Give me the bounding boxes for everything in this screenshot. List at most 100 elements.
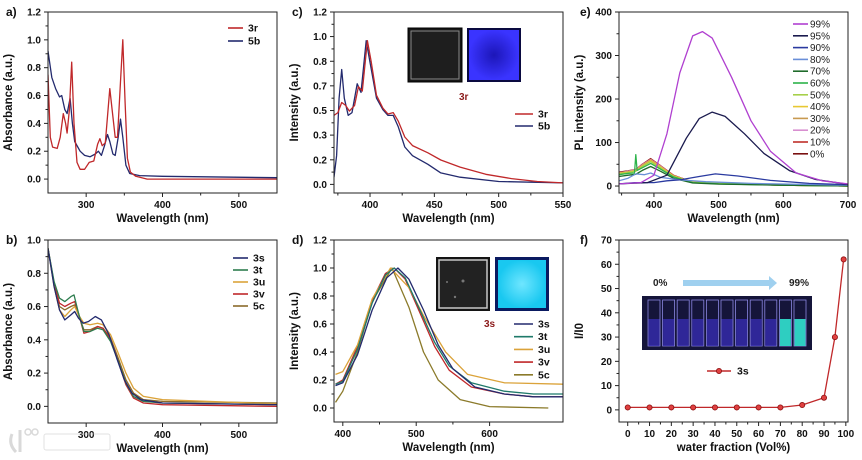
y-tick-label: 20: [601, 357, 613, 368]
x-axis-title: water fraction (Vol%): [676, 442, 791, 454]
series-line-5b: [48, 50, 277, 179]
inset-label-start: 0%: [653, 278, 668, 289]
y-tick-label: 0: [606, 182, 612, 193]
series-line-95%: [619, 111, 848, 185]
legend-item-80%: 80%: [793, 55, 830, 66]
x-tick-label: 500: [230, 430, 247, 441]
legend-item-10%: 10%: [793, 138, 830, 149]
panel-label: d): [292, 233, 303, 247]
legend-label: 20%: [810, 126, 830, 137]
panel-label: f): [580, 233, 588, 247]
series-line-3s: [48, 248, 277, 406]
panel-a: a) 300 400 500 0.0 0.2 0.4 0.6 0.8 1.0 1.2 Waveleng…: [3, 5, 278, 225]
legend-label: 0%: [810, 149, 825, 160]
legend-label: 3v: [538, 357, 550, 369]
y-tick-label: 0.5: [313, 106, 327, 117]
series-line-3u: [335, 267, 563, 385]
legend-item-50%: 50%: [793, 90, 830, 101]
panel-label: c): [292, 5, 303, 19]
y-tick-label: 0.6: [313, 320, 327, 331]
y-tick-label: 60: [601, 260, 613, 271]
axes-frame: [333, 11, 564, 194]
y-axis-title: Intensity (a.u.): [289, 292, 301, 370]
y-tick-label: 1.2: [313, 8, 327, 19]
y-tick-label: 0.4: [27, 335, 41, 346]
plot-area: [619, 30, 848, 187]
x-tick-label: 30: [688, 429, 700, 440]
legend-label: 5b: [538, 121, 550, 133]
x-tick-label: 400: [334, 429, 351, 440]
axes-frame: [618, 11, 849, 194]
y-tick-label: 0.2: [313, 155, 327, 166]
panel-e: e) 400 500 600 700 0 100 200 300 400 Wavelength (n…: [574, 5, 857, 225]
cuvette: [720, 299, 734, 347]
y-axis-title: Absorbance (a.u.): [3, 283, 15, 380]
y-tick-label: 1.0: [313, 264, 327, 275]
legend-item-3v: 3v: [233, 289, 265, 301]
legend-label: 70%: [810, 67, 830, 78]
x-tick-label: 600: [481, 429, 498, 440]
legend-label: 60%: [810, 79, 830, 90]
legend-label: 3r: [248, 23, 258, 35]
y-tick-label: 40: [601, 308, 613, 319]
x-tick-label: 10: [644, 429, 656, 440]
legend-label: 50%: [810, 90, 830, 101]
legend-item-5b: 5b: [515, 121, 550, 133]
legend-item-3r: 3r: [515, 109, 548, 121]
y-tick-label: 70: [601, 236, 613, 247]
y-tick-label: 0.8: [313, 57, 327, 68]
watermark-logo: [9, 428, 111, 454]
legend-marker: [716, 367, 723, 374]
y-tick-label: 0.0: [313, 180, 327, 191]
x-tick-label: 300: [78, 430, 95, 441]
axes-frame: [618, 239, 849, 423]
x-axis-title: Wavelength (nm): [402, 213, 494, 225]
legend-label: 3r: [538, 109, 548, 121]
data-point: [755, 404, 762, 411]
plot-area: [48, 39, 277, 180]
y-tick-label: 1.0: [27, 236, 41, 247]
x-axis-title: Wavelength (nm): [402, 442, 494, 454]
legend-label: 30%: [810, 114, 830, 125]
y-axis-title: PL intensity (a.u.): [574, 55, 586, 151]
legend-item-3s: 3s: [233, 253, 265, 265]
series-line-3s: [335, 267, 563, 398]
data-point: [799, 402, 806, 409]
legend-item-3u: 3u: [233, 277, 265, 289]
x-tick-label: 400: [362, 200, 379, 211]
series-line-99%: [619, 30, 848, 185]
y-tick-label: 0.2: [27, 147, 41, 158]
legend-label: 90%: [810, 43, 830, 54]
x-tick-label: 400: [646, 200, 663, 211]
inset-label: 3s: [484, 319, 496, 330]
legend-label: 99%: [810, 20, 830, 31]
series-line-5c: [48, 248, 277, 404]
series-line-3v: [48, 248, 277, 408]
legend-label: 3u: [253, 277, 265, 289]
inset-photos-3s: 3s: [436, 257, 549, 330]
cuvette: [676, 299, 690, 347]
y-tick-label: 0.4: [313, 348, 327, 359]
legend-label: 3v: [253, 289, 265, 301]
legend-item-90%: 90%: [793, 43, 830, 54]
legend-item-3u: 3u: [514, 344, 550, 356]
y-tick-label: 30: [601, 333, 613, 344]
series-line-80%: [619, 172, 848, 186]
legend-item-3t: 3t: [514, 331, 548, 343]
legend-label: 3s: [538, 319, 550, 331]
arrow-icon: [683, 276, 777, 290]
y-tick-label: 200: [595, 95, 612, 106]
x-tick-label: 90: [818, 429, 830, 440]
y-tick-label: 100: [595, 138, 612, 149]
data-point: [624, 404, 631, 411]
x-tick-label: 450: [426, 200, 443, 211]
series-line-3s: [627, 259, 845, 409]
legend-item-40%: 40%: [793, 102, 830, 113]
x-axis-title: Wavelength (nm): [116, 213, 208, 225]
x-tick-label: 40: [709, 429, 721, 440]
data-point: [646, 404, 653, 411]
y-tick-label: 0.2: [313, 376, 327, 387]
axes-frame: [47, 239, 278, 424]
x-tick-label: 100: [837, 429, 854, 440]
data-point: [733, 404, 740, 411]
